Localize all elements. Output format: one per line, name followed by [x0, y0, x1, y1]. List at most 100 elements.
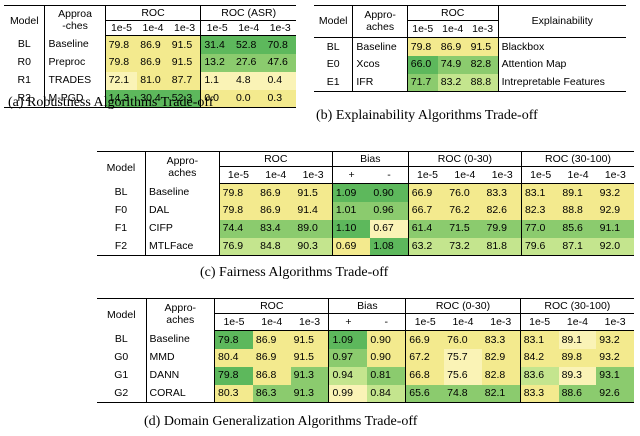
- caption-explainability: (b) Explainability Algorithms Trade-off: [316, 108, 538, 123]
- cell-value: 75.6: [444, 366, 482, 385]
- cell-value: 91.1: [596, 219, 634, 238]
- cell-value: 74.4: [219, 219, 258, 238]
- cell-model: BL: [97, 183, 146, 202]
- cell-value: 93.2: [596, 330, 634, 349]
- cell-value: 93.1: [596, 366, 634, 385]
- cell-value: 82.8: [481, 366, 521, 385]
- cell-value: 76.0: [444, 330, 482, 349]
- cell-approach: Xcos: [352, 55, 408, 74]
- cell-value: 71.7: [407, 73, 438, 92]
- cell-model: R2: [4, 89, 46, 108]
- cell-value: 79.8: [214, 330, 253, 349]
- cell-value: 79.8: [105, 53, 138, 72]
- cell-value: 88.6: [558, 384, 597, 403]
- cell-value: 92.6: [596, 384, 634, 403]
- cell-value: 47.6: [264, 53, 296, 72]
- cell-value: 83.4: [257, 219, 295, 238]
- cell-value: 72.1: [105, 71, 138, 90]
- subheader: 1e-5: [219, 166, 258, 184]
- cell-value: 77.0: [521, 219, 560, 238]
- cell-approach: CORAL: [146, 384, 216, 403]
- subheader: 1e-3: [264, 20, 296, 36]
- cell-value: 14.3: [105, 89, 138, 108]
- cell-value: 82.6: [483, 201, 522, 220]
- cell-value: 92.0: [596, 237, 634, 256]
- cell-value: 0.99: [328, 384, 368, 403]
- caption-domain-generalization: (d) Domain Generalization Algorithms Tra…: [144, 414, 418, 429]
- subheader: 1e-5: [105, 20, 138, 36]
- header-roc-0-30: ROC (0-30): [407, 151, 522, 167]
- cell-value: 67.2: [405, 348, 445, 367]
- table-row: BL Baseline 79.8 86.9 91.5 1.09 0.90 66.9 76.0 83…: [97, 330, 634, 349]
- table-row: R1 TRADES 72.1 81.0 87.7 1.1 4.8 0.4: [4, 71, 296, 90]
- header-bias: Bias: [331, 151, 409, 167]
- subheader: 1e-3: [290, 313, 330, 331]
- cell-value: 31.4: [200, 35, 233, 54]
- cell-value: 71.5: [446, 219, 484, 238]
- cell-value: 0.84: [367, 384, 407, 403]
- cell-model: BL: [97, 330, 147, 349]
- cell-value: 1.1: [200, 71, 233, 90]
- caption-fairness: (c) Fairness Algorithms Trade-off: [200, 265, 389, 280]
- cell-value: 66.9: [408, 183, 447, 202]
- cell-model: F2: [97, 237, 146, 256]
- cell-value: 86.3: [252, 384, 291, 403]
- cell-value: 63.2: [408, 237, 447, 256]
- cell-approach: Baseline: [146, 330, 216, 349]
- subheader: 1e-5: [407, 20, 438, 38]
- header-roc-0-30: ROC (0-30): [405, 298, 521, 314]
- cell-value: 86.8: [252, 366, 291, 385]
- subheader: +: [332, 166, 371, 184]
- header-roc: ROC: [105, 5, 201, 21]
- cell-value: 79.8: [214, 366, 253, 385]
- cell-value: 89.1: [559, 183, 597, 202]
- table-explainability: Model Appro-aches ROC Explainability 1e-…: [314, 5, 626, 92]
- cell-value: 83.2: [437, 73, 468, 92]
- subheader: 1e-5: [408, 166, 447, 184]
- cell-value: 79.9: [483, 219, 522, 238]
- subheader: 1e-4: [444, 313, 482, 331]
- cell-value: 73.2: [446, 237, 484, 256]
- cell-model: E0: [314, 55, 354, 74]
- cell-value: 76.9: [219, 237, 258, 256]
- cell-value: 83.1: [520, 330, 559, 349]
- cell-value: 66.9: [405, 330, 445, 349]
- subheader: 1e-4: [137, 20, 169, 36]
- cell-value: 86.9: [137, 35, 169, 54]
- cell-value: 82.9: [481, 348, 521, 367]
- cell-value: 84.2: [520, 348, 559, 367]
- cell-model: F0: [97, 201, 146, 220]
- cell-value: 91.5: [467, 37, 499, 56]
- cell-value: 91.5: [168, 53, 202, 72]
- cell-value: 89.3: [558, 366, 597, 385]
- cell-model: BL: [314, 37, 354, 56]
- cell-explainability: Intrepretable Features: [498, 73, 626, 92]
- cell-value: 0.90: [367, 348, 407, 367]
- cell-value: 0.81: [367, 366, 407, 385]
- table-row: F2 MTLFace 76.9 84.8 90.3 0.69 1.08 63.2 73.2 81.…: [97, 237, 634, 256]
- cell-value: 75.7: [444, 348, 482, 367]
- table-row: F1 CIFP 74.4 83.4 89.0 1.10 0.67 61.4 71.5 79.9 77…: [97, 219, 634, 238]
- cell-value: 79.8: [219, 201, 258, 220]
- cell-model: R0: [4, 53, 46, 72]
- cell-value: 0.3: [264, 89, 296, 108]
- cell-model: E1: [314, 73, 354, 92]
- cell-value: 83.3: [520, 384, 559, 403]
- cell-value: 93.2: [596, 183, 634, 202]
- subheader: 1e-3: [467, 20, 499, 38]
- cell-approach: Baseline: [145, 183, 220, 202]
- cell-model: G1: [97, 366, 147, 385]
- table-row: F0 DAL 79.8 86.9 91.4 1.01 0.96 66.7 76.2 82.6 82.…: [97, 201, 634, 220]
- cell-value: 81.0: [137, 71, 169, 90]
- cell-value: 74.9: [437, 55, 468, 74]
- header-model: Model: [4, 5, 46, 36]
- table-row: E0 Xcos 66.0 74.9 82.8 Attention Map: [314, 55, 626, 74]
- cell-value: 82.1: [481, 384, 521, 403]
- subheader: 1e-5: [214, 313, 253, 331]
- cell-value: 86.9: [257, 201, 295, 220]
- cell-value: 0.90: [370, 183, 409, 202]
- cell-value: 91.5: [168, 35, 202, 54]
- header-roc: ROC: [407, 5, 499, 21]
- cell-value: 87.1: [559, 237, 597, 256]
- header-model: Model: [314, 5, 354, 38]
